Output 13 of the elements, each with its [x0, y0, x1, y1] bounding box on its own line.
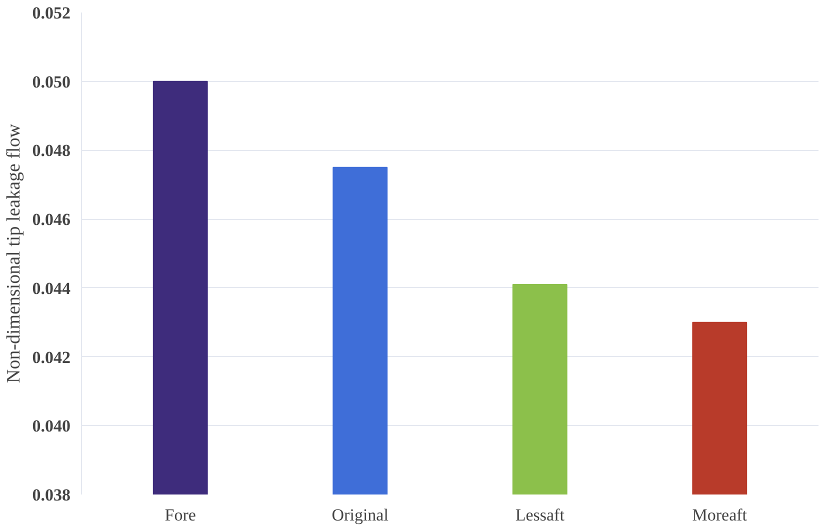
- x-tick-label: Fore: [164, 506, 196, 524]
- x-tick-label: Original: [332, 506, 389, 524]
- y-tick-label: 0.052: [32, 4, 70, 22]
- y-tick-label: 0.042: [32, 348, 70, 367]
- y-axis-title: Non-dimensional tip leakage flow: [3, 124, 24, 384]
- y-tick-label: 0.044: [32, 278, 71, 298]
- x-tick-label: Lessaft: [515, 506, 565, 524]
- y-tick-label: 0.038: [32, 486, 70, 504]
- y-tick-label: 0.046: [32, 210, 70, 230]
- x-tick-label: Moreaft: [692, 506, 748, 524]
- y-tick-label: 0.040: [32, 416, 70, 436]
- y-tick-label: 0.050: [32, 72, 70, 92]
- y-tick-label: 0.048: [32, 141, 70, 160]
